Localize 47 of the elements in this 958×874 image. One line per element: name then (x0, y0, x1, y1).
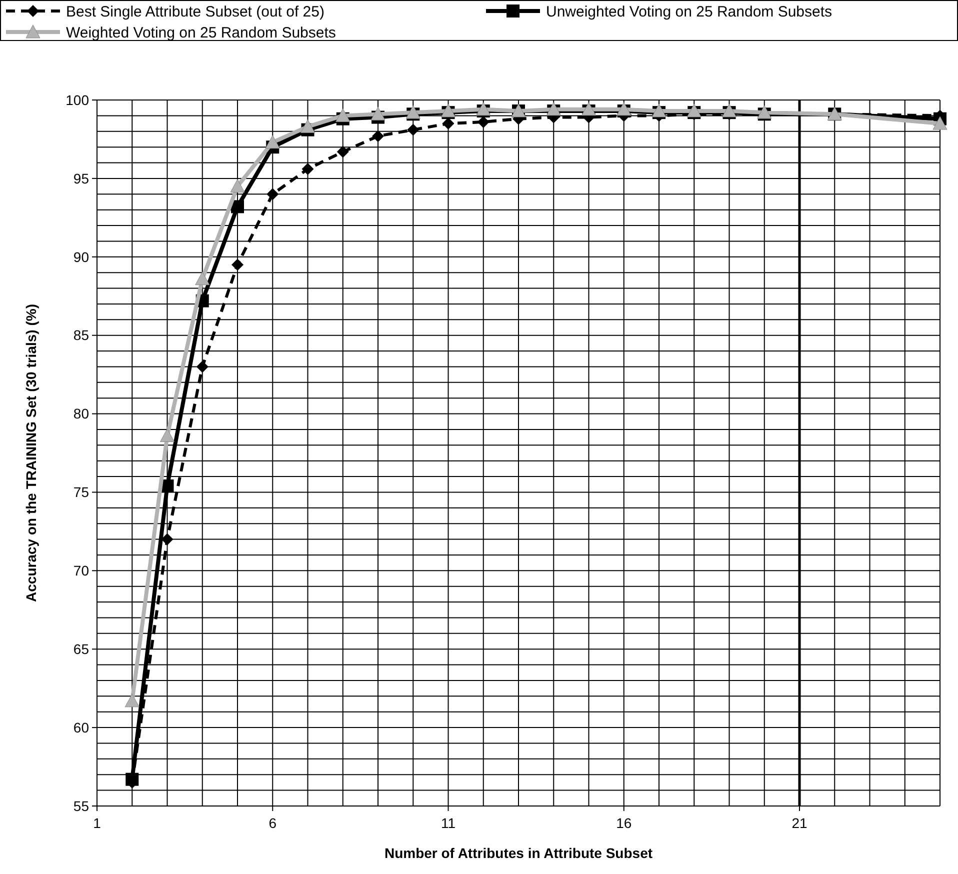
y-tick-label: 85 (73, 327, 90, 344)
point (232, 258, 244, 271)
point (336, 146, 349, 158)
y-tick-label: 70 (73, 562, 90, 579)
y-tick-label: 90 (73, 248, 90, 265)
y-tick-label: 60 (73, 719, 90, 736)
point (336, 108, 350, 122)
point (196, 360, 208, 373)
point (932, 116, 948, 130)
x-tick-label: 21 (792, 815, 808, 831)
y-tick-label: 75 (73, 484, 90, 500)
y-tick-label: 100 (66, 92, 90, 108)
legend-label: Best Single Attribute Subset (out of 25) (66, 3, 324, 20)
point (477, 116, 490, 128)
y-tick-label: 80 (73, 406, 90, 422)
x-tick-label: 1 (93, 815, 102, 831)
x-tick-label: 6 (268, 815, 277, 831)
point (302, 163, 314, 176)
point (652, 104, 666, 118)
y-tick-label: 95 (73, 170, 90, 186)
point (160, 428, 174, 442)
x-tick-label: 11 (440, 815, 456, 831)
point (126, 772, 139, 786)
x-tick-label: 16 (616, 815, 632, 831)
y-axis-title: Accuracy on the TRAINING Set (30 trials) (%) (23, 304, 39, 602)
legend-label: Weighted Voting on 25 Random Subsets (66, 24, 336, 42)
x-axis-title: Number of Attributes in Attribute Subset (384, 845, 653, 861)
point (441, 104, 456, 118)
point (300, 119, 315, 133)
point (124, 694, 140, 708)
point (370, 106, 386, 120)
point (161, 533, 174, 546)
y-tick-label: 65 (73, 641, 90, 658)
point (406, 105, 420, 119)
y-tick-label: 55 (73, 798, 90, 814)
point (372, 130, 384, 142)
point (757, 105, 772, 119)
point (265, 135, 280, 149)
point (722, 104, 736, 118)
point (407, 124, 420, 136)
legend-label: Unweighted Voting on 25 Random Subsets (546, 3, 832, 20)
point (195, 272, 210, 286)
point (230, 179, 245, 193)
point (442, 118, 454, 130)
point (231, 200, 244, 214)
point (266, 188, 279, 200)
point (686, 104, 702, 118)
